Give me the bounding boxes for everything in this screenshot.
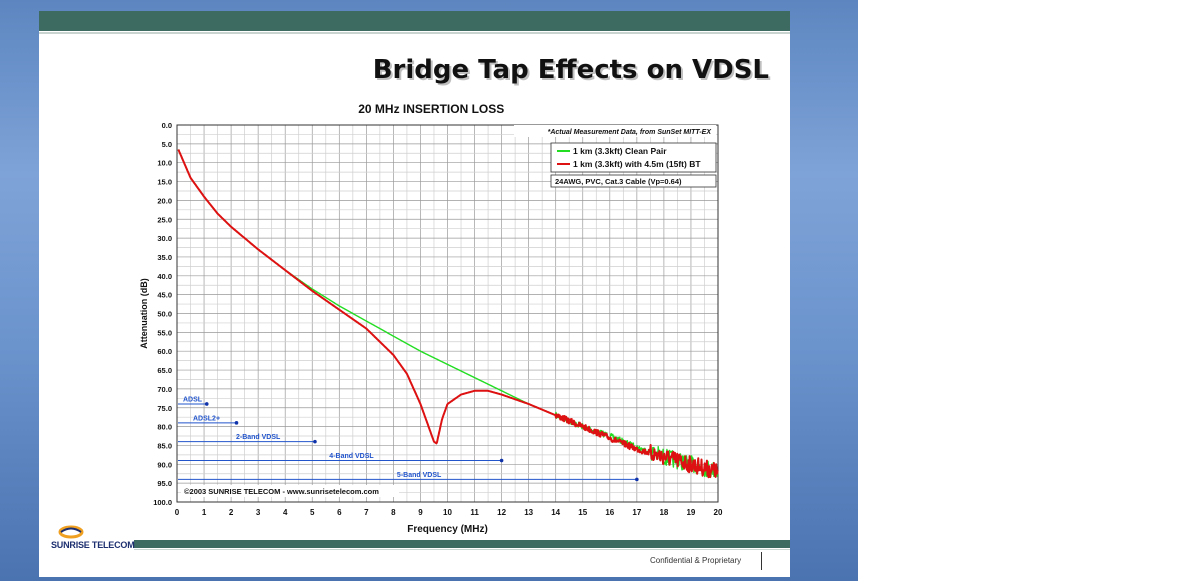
- copyright-text: ©2003 SUNRISE TELECOM - www.sunrisetelec…: [184, 487, 379, 496]
- y-tick-label: 5.0: [162, 140, 172, 149]
- y-tick-label: 45.0: [157, 291, 172, 300]
- x-tick-label: 18: [659, 508, 668, 517]
- y-tick-label: 10.0: [157, 159, 172, 168]
- y-tick-label: 100.0: [153, 498, 172, 507]
- series-line: [177, 149, 719, 479]
- x-tick-label: 1: [202, 508, 207, 517]
- band-label: 2-Band VDSL: [236, 434, 281, 441]
- footer-separator: [761, 552, 762, 570]
- band-end-marker: [204, 402, 209, 406]
- y-tick-label: 90.0: [157, 460, 172, 469]
- y-tick-label: 20.0: [157, 196, 172, 205]
- chart-title: 20 MHz INSERTION LOSS: [358, 102, 504, 116]
- x-tick-label: 13: [524, 508, 533, 517]
- legend-label: 1 km (3.3kft) Clean Pair: [573, 146, 667, 156]
- x-tick-label: 17: [632, 508, 641, 517]
- y-tick-label: 15.0: [157, 178, 172, 187]
- x-tick-label: 20: [714, 508, 723, 517]
- y-tick-label: 55.0: [157, 328, 172, 337]
- band-end-marker: [635, 477, 639, 482]
- copyright-box: [181, 485, 399, 497]
- y-tick-label: 70.0: [157, 385, 172, 394]
- y-tick-label: 85.0: [157, 441, 172, 450]
- y-tick-label: 60.0: [157, 347, 172, 356]
- y-tick-label: 35.0: [157, 253, 172, 262]
- y-tick-label: 30.0: [157, 234, 172, 243]
- y-tick-label: 95.0: [157, 479, 172, 488]
- legend-box: [550, 142, 717, 173]
- legend-label: 1 km (3.3kft) with 4.5m (15ft) BT: [573, 159, 701, 169]
- x-tick-label: 4: [283, 508, 288, 517]
- logo-text: SUNRISE TELECOM: [51, 540, 135, 550]
- slide: Bridge Tap Effects on VDSL 0 1 2 3 4 5 6 7 8 9 10 1…: [39, 11, 790, 577]
- y-tick-label: 80.0: [157, 423, 172, 432]
- slide-bottom-bar: [134, 540, 790, 548]
- cable-info: 24AWG, PVC, Cat.3 Cable (Vp=0.64): [555, 177, 682, 186]
- white-background: [858, 0, 1186, 581]
- band-label: 5-Band VDSL: [397, 472, 442, 479]
- x-tick-label: 14: [551, 508, 560, 517]
- x-tick-label: 0: [175, 508, 180, 517]
- y-tick-label: 25.0: [157, 215, 172, 224]
- y-tick-label: 40.0: [157, 272, 172, 281]
- insertion-loss-chart: 0 1 2 3 4 5 6 7 8 9 10 11 12 13 14 15 16 17 18 19 200.05.010…: [139, 102, 723, 535]
- band-end-marker: [313, 439, 317, 444]
- slide-top-line: [39, 32, 790, 34]
- measurement-note: *Actual Measurement Data, from SunSet MI…: [548, 129, 713, 136]
- slide-bottom-line: [134, 549, 790, 550]
- sunrise-telecom-logo-icon: [58, 525, 84, 539]
- band-label: ADSL2+: [193, 415, 220, 422]
- x-tick-label: 5: [310, 508, 315, 517]
- x-tick-label: 15: [578, 508, 587, 517]
- slide-top-bar: [39, 11, 790, 31]
- x-tick-label: 6: [337, 508, 342, 517]
- y-tick-label: 50.0: [157, 310, 172, 319]
- plot-border: [176, 124, 719, 503]
- y-axis-label: Attenuation (dB): [139, 278, 149, 348]
- footer-confidential: Confidential & Proprietary: [650, 556, 742, 565]
- x-tick-label: 7: [364, 508, 369, 517]
- band-label: ADSL: [183, 396, 203, 403]
- cable-info-box: [550, 174, 717, 188]
- x-axis-label: Frequency (MHz): [407, 524, 488, 535]
- band-end-marker: [234, 421, 239, 425]
- slide-title: Bridge Tap Effects on VDSL: [372, 55, 769, 85]
- x-tick-label: 2: [229, 508, 234, 517]
- x-tick-label: 16: [605, 508, 614, 517]
- x-tick-label: 11: [470, 508, 479, 517]
- y-tick-label: 0.0: [162, 121, 172, 130]
- band-end-marker: [499, 458, 504, 463]
- x-tick-label: 8: [391, 508, 396, 517]
- y-tick-label: 75.0: [157, 404, 172, 413]
- x-tick-label: 10: [443, 508, 452, 517]
- x-tick-label: 12: [497, 508, 506, 517]
- y-tick-label: 65.0: [157, 366, 172, 375]
- note-box: [514, 125, 716, 137]
- x-tick-label: 9: [418, 508, 423, 517]
- x-tick-label: 3: [256, 508, 261, 517]
- band-label: 4-Band VDSL: [329, 453, 374, 460]
- x-tick-label: 19: [686, 508, 695, 517]
